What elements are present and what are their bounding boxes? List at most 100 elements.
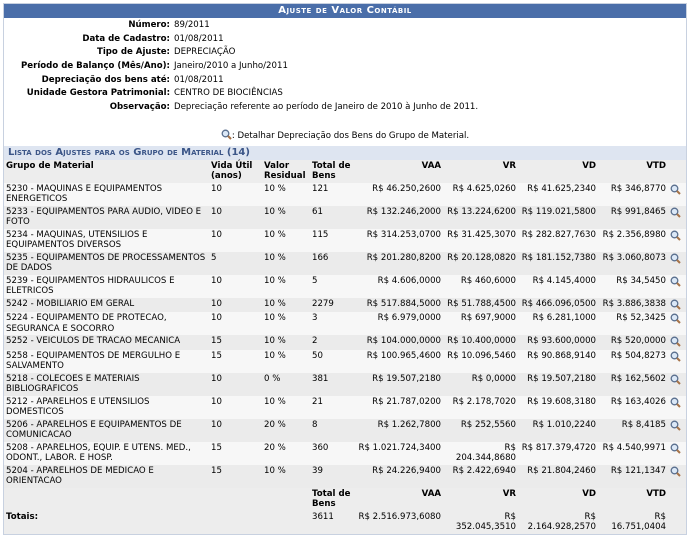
table-cell: 2 (310, 335, 355, 350)
info-row: Número: 89/2011 (4, 20, 480, 34)
action-cell (668, 418, 686, 442)
table-cell: R$ 104.000,0000 (355, 335, 443, 350)
list-table: Grupo de Material Vida Útil (anos) Valor R… (4, 159, 686, 534)
action-cell (668, 464, 686, 488)
detail-icon[interactable] (670, 397, 681, 408)
info-row: Data de Cadastro: 01/08/2011 (4, 34, 480, 48)
action-cell (668, 251, 686, 275)
table-cell: 5230 - MAQUINAS E EQUIPAMENTOS ENERGETIC… (4, 182, 209, 206)
table-cell: R$ 314.253,0700 (355, 228, 443, 252)
table-cell: 10 (209, 228, 262, 252)
table-cell: R$ 21.787,0200 (355, 395, 443, 419)
legend-text: : Detalhar Depreciação dos Bens do Grupo… (231, 130, 470, 141)
table-cell: 5208 - APARELHOS, EQUIP. E UTENS. MED., … (4, 441, 209, 465)
footer-value: R$ 2.164.928,2570 (518, 510, 598, 534)
footer-value: R$ 2.516.973,6080 (355, 510, 443, 534)
info-table: Número: 89/2011 Data de Cadastro: 01/08/201… (4, 20, 480, 116)
action-cell (668, 297, 686, 313)
table-cell: R$ 697,9000 (443, 312, 518, 336)
action-cell (668, 228, 686, 252)
table-cell: 10 % (262, 205, 310, 229)
detail-icon[interactable] (670, 351, 681, 362)
table-cell: 8 (310, 418, 355, 442)
table-cell: 21 (310, 395, 355, 419)
table-cell: R$ 19.608,3180 (518, 395, 598, 419)
column-header: Grupo de Material (4, 159, 209, 183)
table-cell: 5204 - APARELHOS DE MEDICAO E ORIENTACAO (4, 464, 209, 488)
table-cell: R$ 1.010,2240 (518, 418, 598, 442)
column-header: Valor Residual (262, 159, 310, 183)
footer-label: Totais: (4, 510, 310, 534)
detail-icon[interactable] (670, 253, 681, 264)
footer-blank (668, 487, 686, 511)
footer-header: Total de Bens (310, 487, 355, 511)
table-cell: R$ 4.606,0000 (355, 274, 443, 298)
table-cell: 5 (209, 251, 262, 275)
table-cell: R$ 346,8770 (598, 182, 668, 206)
detail-icon[interactable] (670, 276, 681, 287)
table-row: 5218 - COLECOES E MATERIAIS BIBLIOGRAFIC… (4, 372, 686, 396)
table-cell: R$ 2.178,7020 (443, 395, 518, 419)
table-cell: R$ 0,0000 (443, 372, 518, 396)
table-cell: 115 (310, 228, 355, 252)
detail-icon[interactable] (670, 299, 681, 310)
detail-icon[interactable] (670, 184, 681, 195)
footer-value: R$ 352.045,3510 (443, 510, 518, 534)
legend: : Detalhar Depreciação dos Bens do Grupo… (4, 128, 686, 144)
detail-icon[interactable] (670, 313, 681, 325)
field-value: 01/08/2011 (174, 33, 224, 44)
field-label: Tipo de Ajuste: (96, 47, 170, 58)
table-cell: 2279 (310, 297, 355, 313)
footer-header-row: Total de Bens VAA VR VD VTD (4, 487, 686, 511)
action-cell (668, 312, 686, 336)
table-cell: 10 % (262, 228, 310, 252)
field-label: Período de Balanço (Mês/Ano): (20, 61, 170, 72)
table-cell: R$ 201.280,8200 (355, 251, 443, 275)
table-cell: 10 (209, 312, 262, 336)
action-cell (668, 182, 686, 206)
table-row: 5208 - APARELHOS, EQUIP. E UTENS. MED., … (4, 441, 686, 465)
field-label: Observação: (109, 102, 170, 113)
table-cell: 10 (209, 297, 262, 313)
detail-icon[interactable] (670, 207, 681, 218)
table-cell: 20 % (262, 441, 310, 465)
table-cell: R$ 817.379,4720 (518, 441, 598, 465)
table-cell: 0 % (262, 372, 310, 396)
footer-row: Totais: 3611 R$ 2.516.973,6080 R$ 352.045,3… (4, 510, 686, 534)
action-cell (668, 441, 686, 465)
table-cell: R$ 4.625,0260 (443, 182, 518, 206)
detail-icon[interactable] (670, 443, 681, 454)
detail-icon[interactable] (670, 420, 681, 431)
table-cell: 10 % (262, 312, 310, 336)
table-cell: 5218 - COLECOES E MATERIAIS BIBLIOGRAFIC… (4, 372, 209, 396)
table-cell: 10 % (262, 395, 310, 419)
section-title: Lista dos Ajustes para os Grupo de Mater… (4, 145, 686, 160)
column-header: Total de Bens (310, 159, 355, 183)
table-cell: R$ 19.507,2180 (355, 372, 443, 396)
table-cell: R$ 52,3425 (598, 312, 668, 336)
table-row: 5206 - APARELHOS E EQUIPAMENTOS DE COMUN… (4, 418, 686, 442)
table-cell: R$ 132.246,2000 (355, 205, 443, 229)
table-row: 5239 - EQUIPAMENTOS HIDRAULICOS E ELETRI… (4, 274, 686, 298)
detail-icon[interactable] (670, 466, 681, 477)
table-cell: 39 (310, 464, 355, 488)
table-cell: R$ 466.096,0500 (518, 297, 598, 313)
table-cell: R$ 204.344,8680 (443, 441, 518, 465)
table-cell: R$ 24.226,9400 (355, 464, 443, 488)
table-cell: R$ 520,0000 (598, 335, 668, 350)
table-cell: 10 % (262, 349, 310, 373)
table-cell: 10 (209, 395, 262, 419)
field-value: 89/2011 (174, 20, 210, 30)
table-cell: R$ 10.096,5460 (443, 349, 518, 373)
detail-icon[interactable] (670, 230, 681, 241)
table-cell: 10 % (262, 182, 310, 206)
info-row: Depreciação dos bens até: 01/08/2011 (4, 75, 480, 89)
table-cell: R$ 13.224,6200 (443, 205, 518, 229)
column-header-blank (668, 159, 686, 183)
table-cell: R$ 1.021.724,3400 (355, 441, 443, 465)
detail-icon[interactable] (670, 374, 681, 385)
footer-value: R$ 16.751,0404 (598, 510, 668, 534)
table-cell: 10 (209, 274, 262, 298)
detail-icon[interactable] (670, 336, 681, 348)
